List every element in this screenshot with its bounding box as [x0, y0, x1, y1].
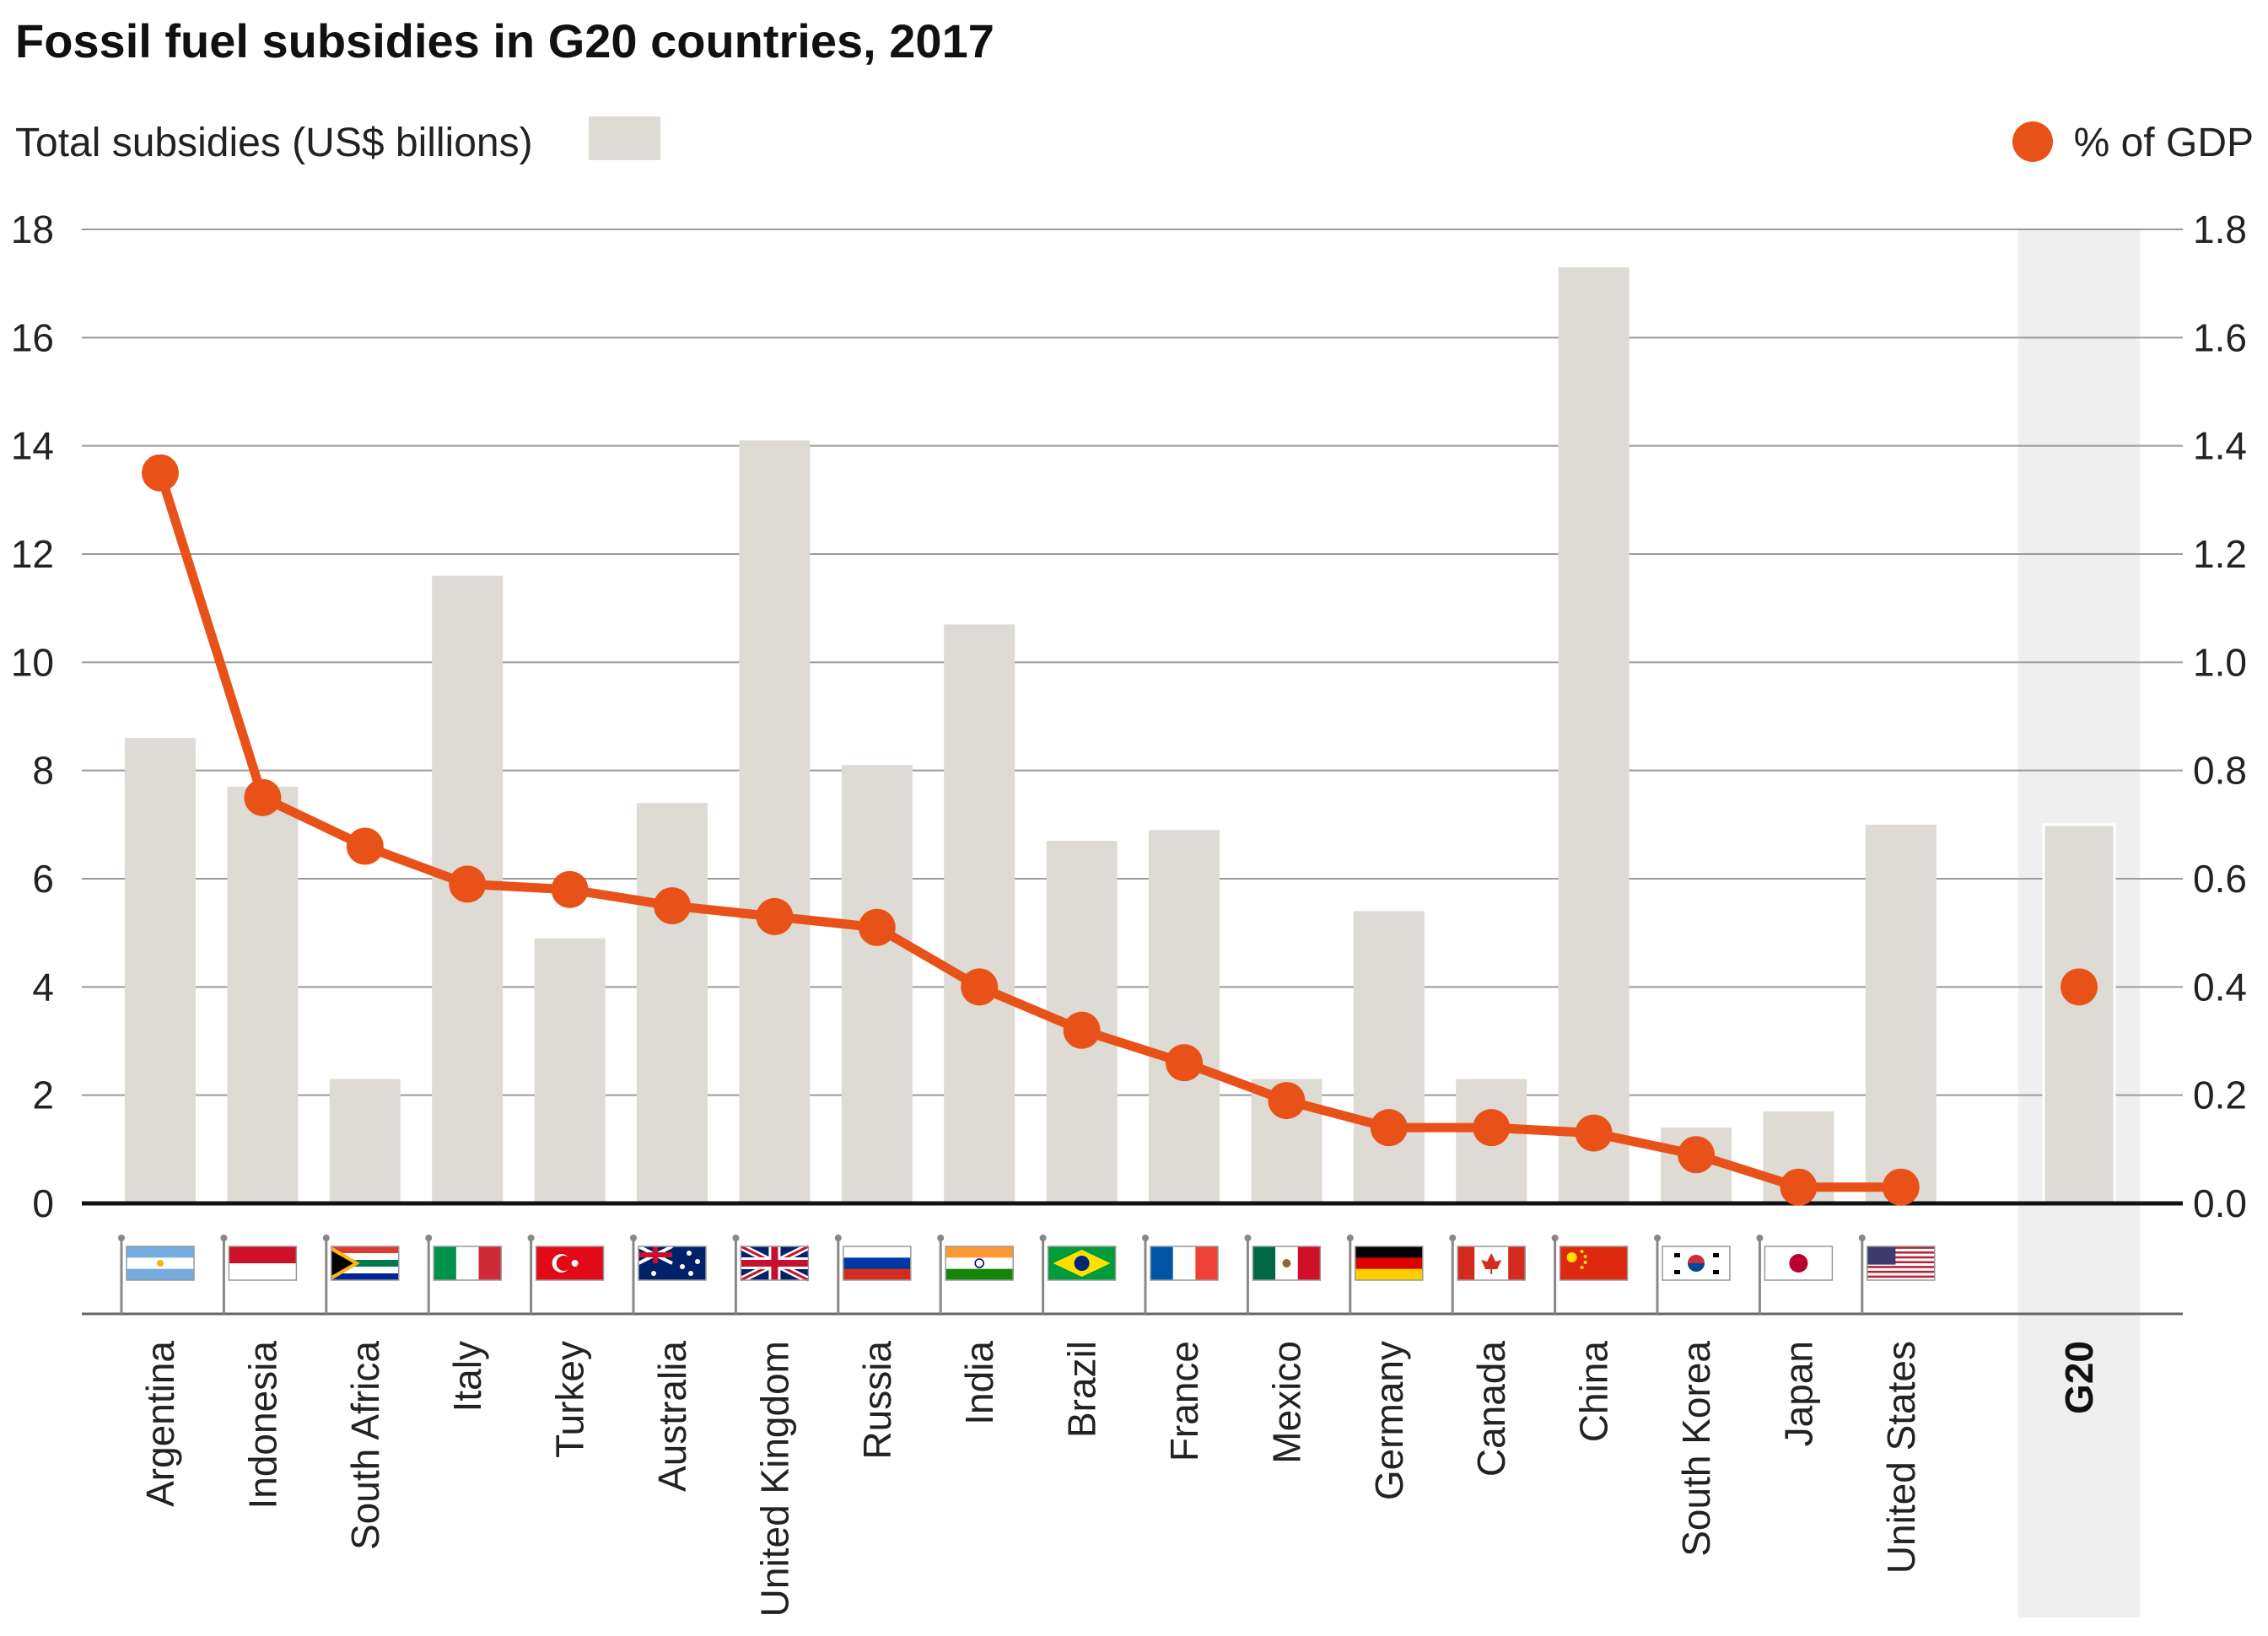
gdp-share-line — [155, 468, 1906, 1192]
legend-bars-label: Total subsidies (US$ billions) — [15, 121, 533, 165]
y-left-tick-label: 18 — [11, 207, 54, 251]
y-left-tick-label: 6 — [32, 857, 54, 901]
gdp-point-turkey — [551, 870, 589, 908]
category-label: Mexico — [1264, 1341, 1308, 1464]
y-left-tick-label: 16 — [11, 315, 54, 359]
bar-argentina — [125, 738, 196, 1203]
gdp-point-italy — [449, 865, 487, 903]
bar-russia — [841, 765, 913, 1203]
y-left-tick-label: 2 — [32, 1074, 54, 1117]
category-label: Canada — [1469, 1341, 1513, 1477]
germany-flag — [1346, 1235, 1424, 1314]
legend-line-label: % of GDP — [2074, 121, 2254, 165]
south-korea-flag — [1654, 1235, 1731, 1314]
y-right-tick-label: 0.8 — [2193, 749, 2247, 793]
gdp-point-india — [961, 968, 999, 1006]
y-right-tick-label: 0.4 — [2193, 965, 2247, 1009]
argentina-flag — [118, 1235, 195, 1314]
gdp-point-indonesia — [244, 778, 282, 816]
turkey-flag — [527, 1235, 605, 1314]
gdp-point-australia — [654, 887, 691, 925]
y-right-tick-label: 0.0 — [2193, 1181, 2247, 1225]
gdp-point-united-kingdom — [756, 897, 794, 935]
bar-france — [1149, 830, 1220, 1203]
gdp-point-china — [1575, 1114, 1613, 1152]
bar-south-africa — [329, 1079, 401, 1203]
y-left-tick-label: 0 — [32, 1181, 54, 1225]
y-left-tick-label: 12 — [11, 532, 54, 576]
gdp-point-mexico — [1268, 1082, 1306, 1120]
russia-flag — [834, 1235, 912, 1314]
y-right-tick-label: 1.8 — [2193, 207, 2247, 251]
gdp-point-japan — [1780, 1168, 1818, 1206]
category-label: France — [1162, 1341, 1206, 1461]
canada-flag — [1449, 1235, 1526, 1314]
china-flag — [1551, 1235, 1629, 1314]
category-label-g20: G20 — [2057, 1341, 2101, 1414]
category-label: Turkey — [548, 1341, 592, 1458]
united-kingdom-flag — [732, 1235, 811, 1314]
category-label: Brazil — [1060, 1341, 1104, 1438]
y-right-tick-label: 1.0 — [2193, 640, 2247, 684]
category-label: United Kingdom — [752, 1341, 796, 1617]
gdp-point-argentina — [142, 454, 179, 492]
bar-indonesia — [227, 786, 299, 1203]
y-left-tick-label: 8 — [32, 749, 54, 793]
category-label: Italy — [445, 1341, 489, 1412]
gdp-point-south-korea — [1678, 1136, 1715, 1174]
category-label: Indonesia — [240, 1341, 284, 1510]
category-label: Japan — [1776, 1341, 1820, 1446]
legend-bars-swatch — [589, 116, 660, 160]
australia-flag — [630, 1235, 707, 1314]
y-right-tick-label: 1.2 — [2193, 532, 2247, 576]
category-label: Australia — [650, 1341, 694, 1492]
y-right-tick-label: 1.4 — [2193, 424, 2247, 468]
category-label: Argentina — [138, 1341, 182, 1507]
y-right-tick-label: 0.2 — [2193, 1074, 2247, 1117]
bar-united-states — [1865, 824, 1937, 1203]
y-left-tick-label: 4 — [32, 965, 54, 1009]
category-label: China — [1572, 1341, 1616, 1443]
bar-germany — [1353, 911, 1425, 1203]
gdp-point-brazil — [1063, 1011, 1101, 1049]
chart-title: Fossil fuel subsidies in G20 countries, … — [15, 14, 994, 67]
bar-india — [944, 624, 1015, 1203]
y-right-tick-label: 0.6 — [2193, 857, 2247, 901]
y-left-tick-label: 10 — [11, 640, 54, 684]
japan-flag — [1756, 1235, 1834, 1314]
gdp-point-france — [1166, 1044, 1203, 1082]
category-label: United States — [1879, 1341, 1923, 1574]
category-label: South Africa — [343, 1341, 387, 1550]
y-left-tick-label: 14 — [11, 424, 54, 468]
france-flag — [1142, 1235, 1219, 1314]
category-label: South Korea — [1674, 1341, 1718, 1557]
united-states-flag — [1858, 1235, 1936, 1314]
category-label: India — [957, 1341, 1001, 1425]
india-flag — [937, 1235, 1014, 1314]
bar-g20 — [2042, 823, 2116, 1205]
mexico-flag — [1244, 1235, 1322, 1314]
bar-china — [1558, 266, 1630, 1204]
brazil-flag — [1039, 1235, 1117, 1314]
bar-turkey — [534, 938, 606, 1203]
gdp-point-germany — [1370, 1109, 1408, 1147]
indonesia-flag — [220, 1235, 298, 1314]
south-africa-flag — [322, 1235, 400, 1314]
gdp-point-russia — [858, 908, 896, 946]
category-label: Germany — [1367, 1341, 1411, 1500]
gdp-point-united-states — [1882, 1168, 1920, 1206]
gdp-point-south-africa — [346, 827, 384, 865]
bar-united-kingdom — [739, 440, 811, 1203]
legend-line-marker — [2012, 121, 2053, 162]
gdp-point-g20 — [2061, 968, 2098, 1006]
gdp-point-canada — [1473, 1109, 1511, 1147]
bar-australia — [637, 803, 708, 1203]
category-label: Russia — [855, 1341, 899, 1460]
italy-flag — [425, 1235, 502, 1314]
y-right-tick-label: 1.6 — [2193, 315, 2247, 359]
